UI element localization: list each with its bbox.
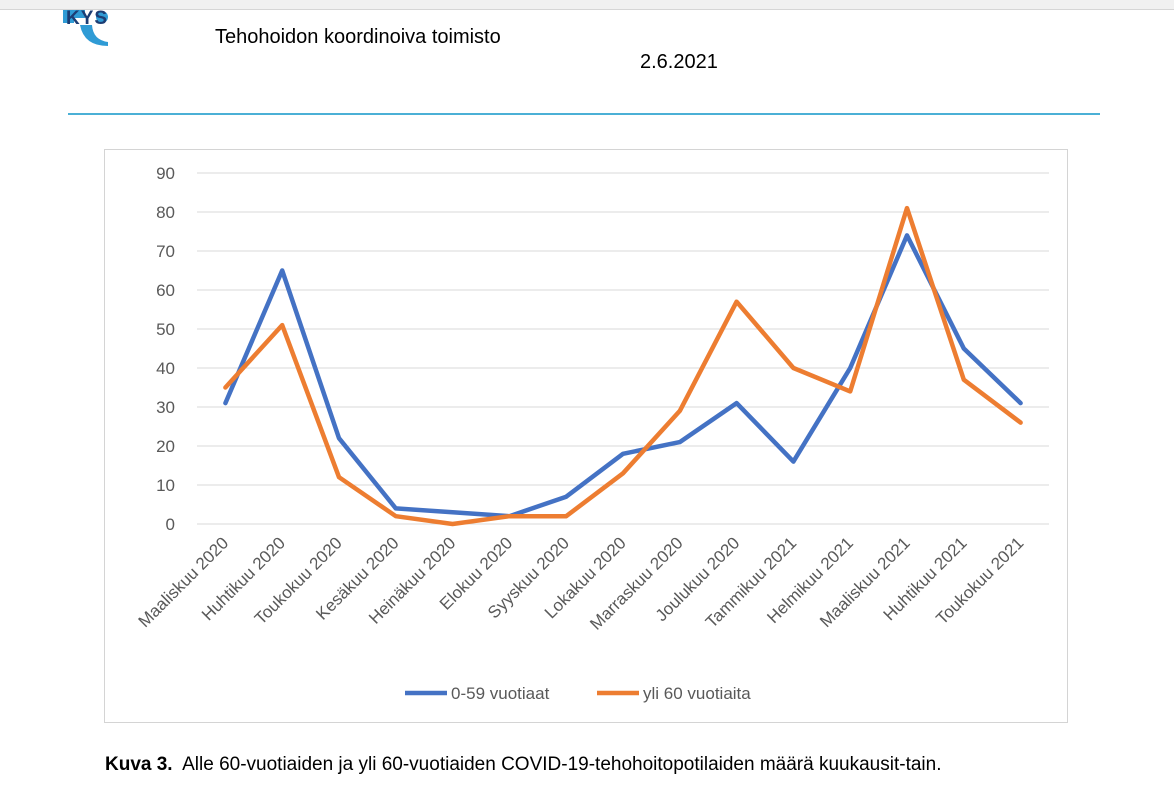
- legend-label: yli 60 vuotiaita: [643, 684, 751, 703]
- y-tick-label: 90: [156, 164, 175, 183]
- kys-logo: [60, 6, 185, 46]
- y-tick-label: 20: [156, 437, 175, 456]
- caption-text: Alle 60-vuotiaiden ja yli 60-vuotiaiden …: [182, 754, 942, 775]
- y-tick-label: 0: [166, 515, 175, 534]
- kys-logo-icon: [63, 10, 108, 46]
- logo-text: KYS: [66, 8, 109, 29]
- y-tick-label: 30: [156, 398, 175, 417]
- figure-caption: Kuva 3. Alle 60-vuotiaiden ja yli 60-vuo…: [105, 753, 1065, 777]
- series-line: [223, 205, 1023, 527]
- series-line: [223, 233, 1023, 519]
- document-date: 2.6.2021: [640, 51, 718, 73]
- window-top-bar: [0, 0, 1174, 10]
- y-tick-label: 60: [156, 281, 175, 300]
- chart-frame: 0 10 20 30 40 50 60 70 80 90 Maaliskuu 2020 Huhtiku…: [104, 149, 1068, 723]
- y-tick-label: 40: [156, 359, 175, 378]
- y-tick-label: 80: [156, 203, 175, 222]
- y-tick-label: 70: [156, 242, 175, 261]
- organization-name: Tehohoidon koordinoiva toimisto: [215, 26, 501, 48]
- caption-label: Kuva 3.: [105, 754, 173, 775]
- y-tick-label: 50: [156, 320, 175, 339]
- header-divider: [68, 113, 1100, 115]
- legend-label: 0-59 vuotiaat: [451, 684, 550, 703]
- y-tick-label: 10: [156, 476, 175, 495]
